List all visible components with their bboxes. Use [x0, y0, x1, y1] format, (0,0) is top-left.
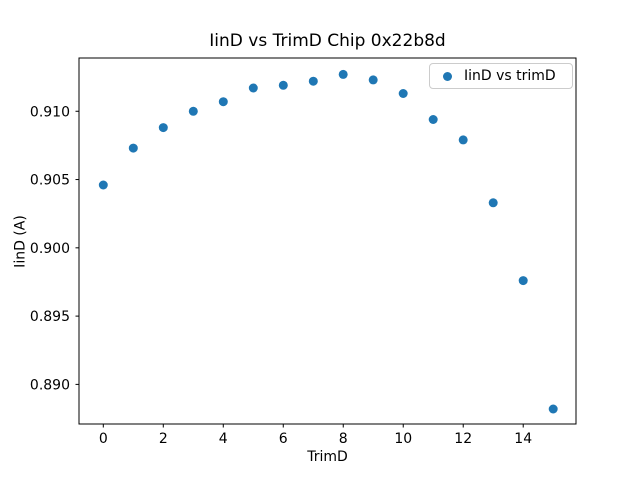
- data-point: [458, 135, 468, 145]
- data-point: [98, 180, 108, 190]
- y-tick-label: 0.890: [30, 377, 70, 393]
- data-point: [278, 80, 288, 90]
- y-tick-label: 0.900: [30, 241, 70, 257]
- x-tick-label: 10: [394, 431, 412, 447]
- x-tick-label: 4: [219, 431, 228, 447]
- x-tick-label: 0: [99, 431, 108, 447]
- data-point: [158, 123, 168, 133]
- x-tick-label: 14: [514, 431, 532, 447]
- x-tick-label: 8: [339, 431, 348, 447]
- legend-label: IinD vs trimD: [464, 68, 556, 84]
- y-axis-label: IinD (A): [12, 215, 29, 268]
- data-point: [488, 198, 498, 208]
- y-tick-label: 0.910: [30, 104, 70, 120]
- x-tick-label: 12: [454, 431, 472, 447]
- data-point: [368, 75, 378, 85]
- data-point: [188, 106, 198, 116]
- data-point: [128, 143, 138, 153]
- data-point: [428, 115, 438, 124]
- data-point: [218, 97, 228, 107]
- y-tick-label: 0.905: [30, 173, 70, 189]
- chart-title: IinD vs TrimD Chip 0x22b8d: [209, 31, 446, 51]
- x-tick-label: 6: [279, 431, 288, 447]
- x-tick-label: 2: [159, 431, 168, 447]
- data-point: [248, 83, 258, 93]
- legend-marker-icon: [443, 71, 452, 81]
- x-axis-label: TrimD: [307, 449, 348, 465]
- data-point: [338, 69, 348, 79]
- data-point: [548, 404, 558, 414]
- legend: IinD vs trimD: [429, 63, 573, 89]
- data-point: [518, 276, 528, 286]
- data-point: [398, 89, 408, 98]
- data-point: [308, 76, 318, 86]
- y-tick-label: 0.895: [30, 309, 70, 325]
- axes-spines: [78, 57, 577, 425]
